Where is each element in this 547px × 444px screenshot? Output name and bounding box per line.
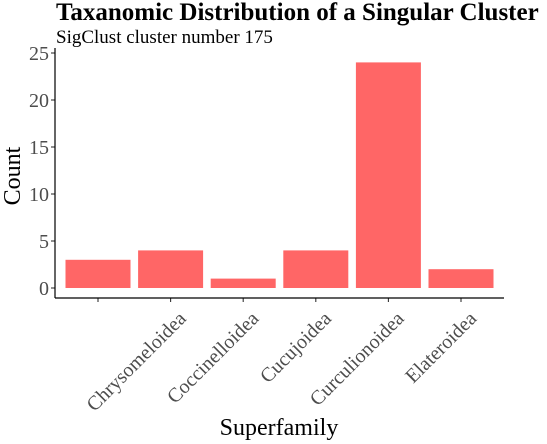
bar-coccinelloidea [210, 278, 276, 288]
x-axis-title: Superfamily [220, 415, 339, 441]
y-axis-ticks: 0 5 10 15 20 25 [29, 43, 55, 300]
bar-elateroidea [428, 269, 494, 288]
y-tick-label: 25 [29, 43, 49, 65]
y-tick-label: 20 [29, 90, 49, 112]
bars-group [65, 62, 494, 289]
bar-curculionoidea [355, 62, 421, 289]
chart-subtitle: SigClust cluster number 175 [56, 27, 273, 48]
bar-cucujoidea [283, 250, 349, 288]
y-tick-label: 15 [29, 137, 49, 159]
bar-chrysomeloidea [138, 250, 204, 288]
y-tick-label: 0 [39, 278, 49, 300]
bar-unlabeled [65, 259, 131, 288]
y-axis-title: Count [0, 146, 26, 205]
y-tick-label: 10 [29, 184, 49, 206]
y-tick-label: 5 [39, 231, 49, 253]
x-axis-ticks: ChrysomeloideaCoccinelloideaCucujoideaCu… [82, 298, 481, 416]
x-tick-label-elateroidea: Elateroidea [401, 308, 481, 388]
chart-title: Taxanomic Distribution of a Singular Clu… [56, 0, 539, 26]
